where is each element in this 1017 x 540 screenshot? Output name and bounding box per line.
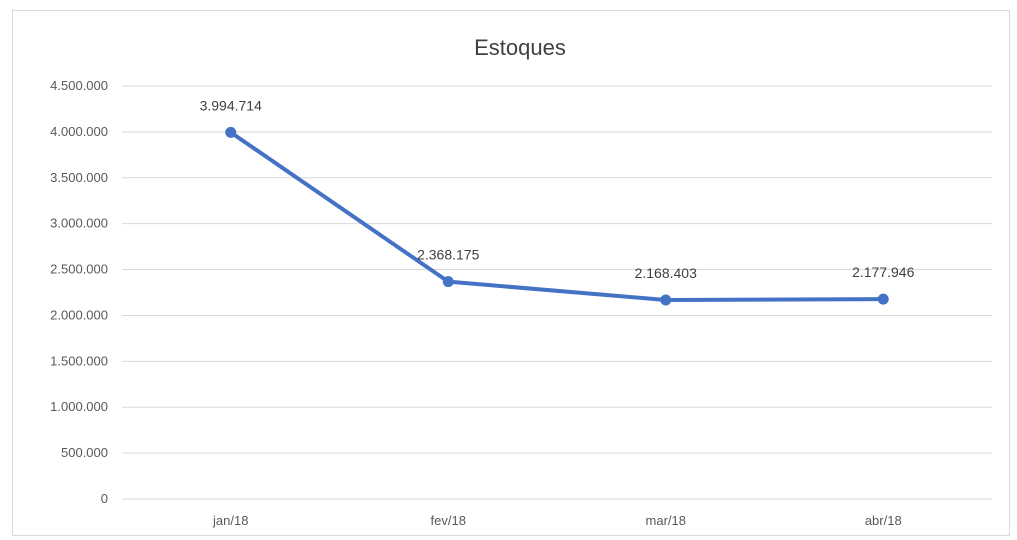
data-label: 3.994.714 [200,97,262,113]
chart-area [12,10,1010,536]
series-line [228,130,886,302]
data-label: 2.168.403 [635,265,697,281]
data-label: 2.177.946 [852,264,914,280]
y-tick-label: 2.500.000 [50,262,108,277]
data-point [877,293,889,305]
data-labels: 3.994.714 2.368.175 2.168.403 2.177.946 [200,97,915,281]
x-tick-label: abr/18 [865,513,902,528]
x-tick-label: fev/18 [431,513,466,528]
y-tick-label: 3.000.000 [50,216,108,231]
y-tick-label: 2.000.000 [50,307,108,322]
y-axis: 0 500.000 1.000.000 1.500.000 2.000.000 2.500… [50,78,108,506]
y-tick-label: 500.000 [61,445,108,460]
y-tick-label: 3.500.000 [50,170,108,185]
data-point [225,126,237,138]
y-tick-label: 4.000.000 [50,124,108,139]
chart-title: Estoques [474,35,566,60]
data-point [660,294,672,306]
data-point [442,276,454,288]
series-estoques [225,126,889,306]
data-label: 2.368.175 [417,247,479,263]
y-tick-label: 1.500.000 [50,353,108,368]
x-tick-label: mar/18 [646,513,686,528]
y-tick-label: 4.500.000 [50,78,108,93]
y-tick-label: 1.000.000 [50,399,108,414]
x-axis: jan/18 fev/18 mar/18 abr/18 [212,513,902,528]
y-tick-label: 0 [101,491,108,506]
gridlines [122,85,992,500]
x-tick-label: jan/18 [212,513,248,528]
